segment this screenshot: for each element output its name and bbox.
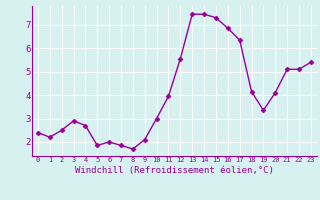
X-axis label: Windchill (Refroidissement éolien,°C): Windchill (Refroidissement éolien,°C) xyxy=(75,166,274,175)
